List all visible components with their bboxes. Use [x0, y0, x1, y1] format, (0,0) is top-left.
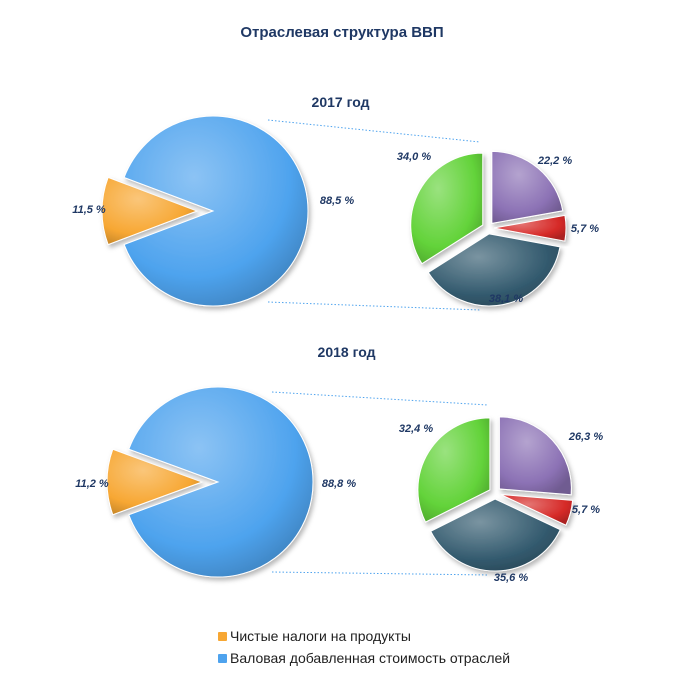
pie-slice-green: [410, 152, 484, 265]
legend-swatch-gva: [218, 653, 227, 663]
connector-line: [271, 571, 489, 576]
pie-slice-taxes: [101, 176, 199, 246]
pie-slice-red: [500, 494, 574, 526]
pie-slice-slate: [427, 233, 561, 307]
pie-slice-gva: [123, 115, 309, 307]
data-label: 88,8 %: [322, 478, 356, 490]
connector-line: [267, 119, 481, 143]
pie-slice-purple: [498, 416, 572, 496]
data-label: 34,0 %: [397, 151, 431, 163]
pie-subtitle: 2018 год: [318, 344, 376, 360]
legend-item-taxes: Чистые налоги на продукты: [218, 625, 510, 647]
pie-slice-gva: [128, 386, 314, 578]
connector-line: [267, 301, 481, 311]
legend-label-taxes: Чистые налоги на продукты: [230, 628, 411, 644]
pie-slice-taxes: [106, 448, 204, 516]
pie-slice-purple: [491, 150, 564, 224]
data-label: 88,5 %: [320, 195, 354, 207]
legend-item-gva: Валовая добавленная стоимость отраслей: [218, 647, 510, 669]
data-label: 5,7 %: [571, 223, 599, 235]
pie-group-0: 2017 год 11,5 % 88,5 % 22,2 % 5,7 % 38,1 % 34,…: [72, 94, 599, 311]
data-label: 5,7 %: [572, 504, 600, 516]
pie-subtitle: 2017 год: [312, 94, 370, 110]
connector-line: [271, 391, 489, 406]
legend-label-gva: Валовая добавленная стоимость отраслей: [230, 650, 511, 666]
pie-slice-red: [493, 214, 567, 242]
data-label: 38,1 %: [489, 293, 523, 305]
data-label: 22,2 %: [537, 155, 572, 167]
legend-swatch-taxes: [218, 631, 227, 641]
pie-slice-green: [417, 417, 491, 523]
pie-slice-slate: [430, 498, 561, 572]
data-label: 11,5 %: [72, 204, 106, 216]
legend: Чистые налоги на продукты Валовая добавл…: [218, 625, 510, 669]
chart-title: Отраслевая структура ВВП: [240, 24, 443, 41]
data-label: 35,6 %: [494, 572, 528, 584]
pie-group-1: 2018 год 11,2 % 88,8 % 26,3 % 5,7 % 35,6 % 32,…: [75, 344, 603, 584]
data-label: 11,2 %: [75, 478, 109, 490]
data-label: 26,3 %: [568, 431, 603, 443]
data-label: 32,4 %: [399, 423, 433, 435]
